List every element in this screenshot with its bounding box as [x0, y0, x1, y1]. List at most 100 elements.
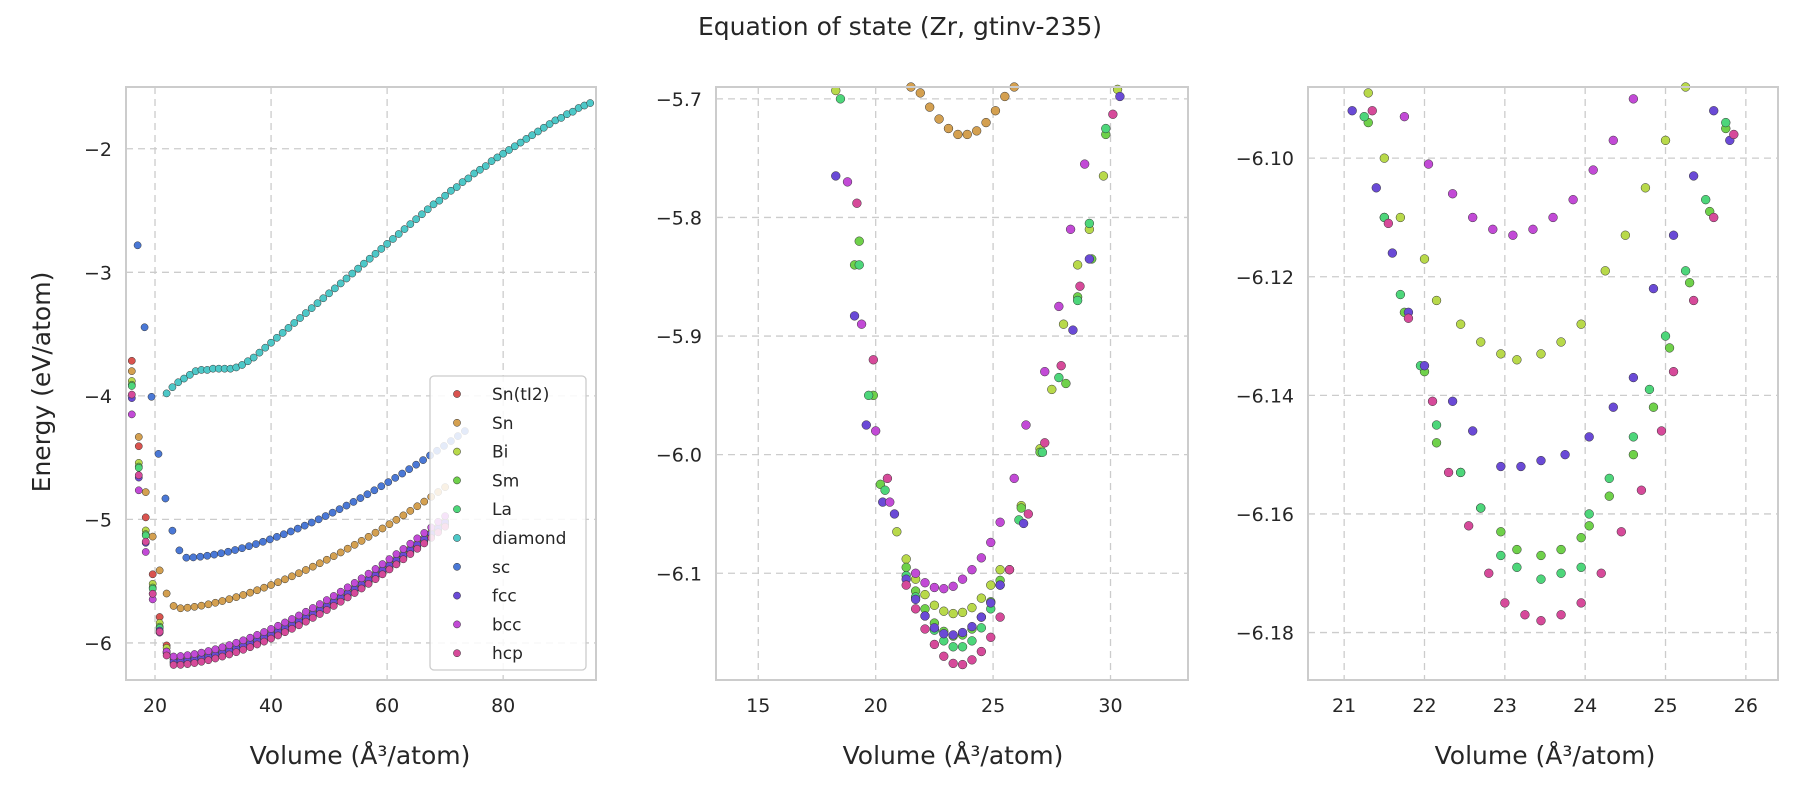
point-right-4-7	[1548, 212, 1558, 223]
xtick-label-left-2: 60	[375, 695, 399, 717]
point-left-9-29	[329, 602, 338, 610]
point-middle-5-18	[1065, 224, 1076, 234]
point-middle-6-19	[1108, 109, 1118, 119]
point-left-5-40	[394, 230, 403, 238]
point-middle-3-18	[1072, 295, 1083, 306]
point-left-8-15	[232, 638, 241, 647]
series-right-fcc	[1347, 106, 1735, 472]
plot-area-left: 20 40 60 80 −6 −5 −4 −3 −2	[84, 86, 597, 717]
point-left-5-15	[249, 353, 258, 362]
point-middle-4-6	[910, 594, 921, 605]
point-left-5-45	[423, 205, 432, 214]
point-left-6-36	[384, 478, 393, 486]
point-left-9-42	[420, 539, 429, 548]
point-left-0-1	[134, 442, 143, 451]
point-left-5-37	[377, 244, 386, 253]
point-middle-1-9	[967, 603, 977, 613]
point-left-5-43	[412, 215, 420, 224]
point-left-5-68	[557, 114, 566, 122]
point-middle-4-9	[939, 629, 949, 639]
legend-label-1: Sn	[492, 414, 514, 434]
point-middle-5-14	[1009, 473, 1019, 484]
point-left-1-16	[239, 591, 248, 599]
point-right-1-17	[1684, 278, 1695, 288]
point-left-6-16	[245, 542, 253, 551]
point-left-8-28	[322, 596, 331, 604]
point-middle-6-9	[957, 659, 968, 670]
point-right-5-1	[1383, 218, 1393, 229]
point-right-1-12	[1584, 521, 1594, 531]
point-left-5-60	[510, 142, 519, 151]
point-left-6-34	[370, 486, 379, 495]
point-left-6-22	[286, 527, 295, 536]
point-left-8-10	[197, 648, 206, 657]
legend-box	[429, 375, 587, 671]
point-middle-3-19	[1084, 218, 1095, 229]
point-left-9-32	[350, 589, 359, 597]
point-right-0-2	[1395, 212, 1406, 223]
point-middle-2-17	[1061, 378, 1071, 389]
point-left-9-9	[190, 659, 199, 667]
series-left-Sn	[127, 367, 449, 613]
point-left-6-13	[224, 547, 232, 556]
point-middle-3-17	[1054, 372, 1064, 383]
point-left-8-41	[413, 534, 422, 543]
point-left-5-66	[545, 120, 554, 128]
point-left-5-26	[313, 299, 322, 308]
point-middle-5-5	[920, 578, 930, 588]
point-middle-4-18	[1084, 254, 1095, 264]
point-middle-3-16	[1037, 447, 1048, 457]
point-left-5-19	[273, 333, 281, 342]
point-left-8-17	[246, 633, 255, 642]
point-left-5-38	[383, 240, 391, 248]
point-left-6-14	[231, 546, 239, 554]
point-right-0-3	[1419, 254, 1430, 264]
xtick-label-middle-3: 30	[1098, 695, 1122, 717]
point-left-9-39	[399, 555, 408, 564]
point-middle-3-10	[957, 642, 968, 652]
point-left-1-40	[406, 507, 415, 515]
point-left-1-37	[385, 520, 394, 529]
point-left-5-31	[342, 274, 351, 283]
point-left-1-38	[392, 515, 401, 524]
point-left-1-41	[413, 502, 422, 511]
point-right-4-1	[1423, 159, 1434, 169]
point-middle-6-16	[1040, 438, 1050, 448]
point-right-3-13	[1628, 372, 1639, 383]
point-right-0-7	[1496, 349, 1506, 359]
point-left-5-73	[586, 99, 595, 107]
axes-frame-left	[125, 86, 597, 681]
point-left-6-9	[196, 552, 205, 561]
point-middle-0-9	[990, 106, 1001, 116]
point-left-6-12	[217, 549, 226, 558]
point-left-1-42	[420, 497, 429, 506]
figure-title: Equation of state (Zr, gtinv-235)	[697, 12, 1103, 41]
point-left-8-21	[274, 621, 282, 630]
xtick-label-right-1: 22	[1412, 695, 1436, 717]
point-right-4-6	[1528, 224, 1538, 234]
point-left-8-29	[329, 592, 338, 600]
point-right-2-7	[1496, 550, 1506, 561]
point-left-8-18	[253, 631, 261, 639]
point-right-2-13	[1604, 473, 1614, 484]
point-left-6-31	[349, 498, 358, 506]
xtick-label-right-2: 23	[1493, 695, 1517, 717]
point-left-1-6	[169, 602, 178, 610]
point-left-5-41	[400, 225, 409, 233]
point-middle-3-3	[880, 485, 890, 495]
point-left-9-13	[218, 652, 227, 661]
point-middle-3-0	[835, 94, 846, 104]
point-right-0-10	[1556, 337, 1566, 347]
point-left-5-55	[481, 162, 490, 170]
point-left-5-51	[458, 178, 467, 186]
point-right-4-10	[1608, 135, 1618, 146]
point-left-9-36	[378, 570, 387, 579]
point-left-5-25	[307, 304, 316, 312]
legend-marker-1	[453, 418, 461, 427]
point-right-0-11	[1576, 319, 1586, 329]
point-right-3-2	[1387, 248, 1398, 258]
point-right-2-10	[1556, 568, 1566, 578]
point-right-4-11	[1628, 94, 1639, 104]
point-middle-5-13	[995, 517, 1005, 527]
